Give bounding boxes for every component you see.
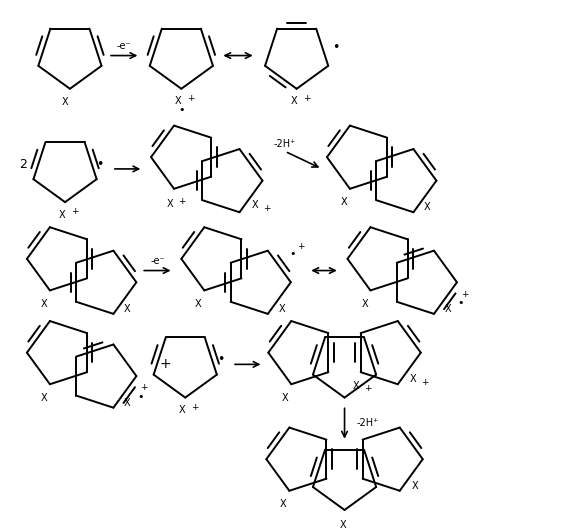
Text: +: + [461, 289, 469, 298]
Text: +: + [160, 358, 171, 371]
Text: X: X [252, 201, 258, 210]
Text: X: X [278, 304, 285, 314]
Text: X: X [341, 197, 347, 207]
Text: +: + [187, 94, 195, 103]
Text: -2H⁺: -2H⁺ [274, 139, 296, 149]
Text: X: X [179, 405, 186, 415]
Text: X: X [61, 97, 68, 107]
Text: •: • [289, 249, 296, 259]
Text: •: • [137, 392, 144, 402]
Text: +: + [71, 207, 78, 217]
Text: •: • [178, 105, 184, 115]
Text: +: + [191, 403, 199, 412]
Text: X: X [167, 200, 173, 210]
Text: X: X [410, 375, 417, 384]
Text: +: + [178, 197, 186, 206]
Text: •: • [217, 353, 224, 366]
Text: -2H⁺: -2H⁺ [356, 418, 378, 428]
Text: •: • [96, 157, 104, 171]
Text: X: X [282, 393, 289, 403]
Text: +: + [140, 384, 148, 392]
Text: +: + [263, 204, 271, 213]
Text: +: + [297, 242, 305, 251]
Text: -e⁻: -e⁻ [117, 41, 131, 51]
Text: +: + [303, 94, 310, 103]
Text: X: X [59, 210, 65, 220]
Text: X: X [424, 202, 430, 212]
Text: X: X [124, 398, 130, 408]
Text: X: X [124, 304, 130, 314]
Text: X: X [340, 520, 346, 530]
Text: X: X [195, 299, 202, 309]
Text: +: + [364, 384, 372, 393]
Text: X: X [353, 381, 360, 391]
Text: 2: 2 [19, 157, 27, 171]
Text: X: X [41, 393, 47, 403]
Text: -e⁻: -e⁻ [150, 256, 165, 266]
Text: +: + [421, 378, 429, 387]
Text: X: X [280, 500, 287, 510]
Text: X: X [41, 299, 47, 309]
Text: X: X [444, 304, 451, 314]
Text: X: X [290, 96, 297, 106]
Text: X: X [362, 299, 368, 309]
Text: X: X [412, 481, 418, 491]
Text: •: • [332, 41, 340, 54]
Text: X: X [175, 96, 182, 106]
Text: •: • [457, 298, 464, 308]
